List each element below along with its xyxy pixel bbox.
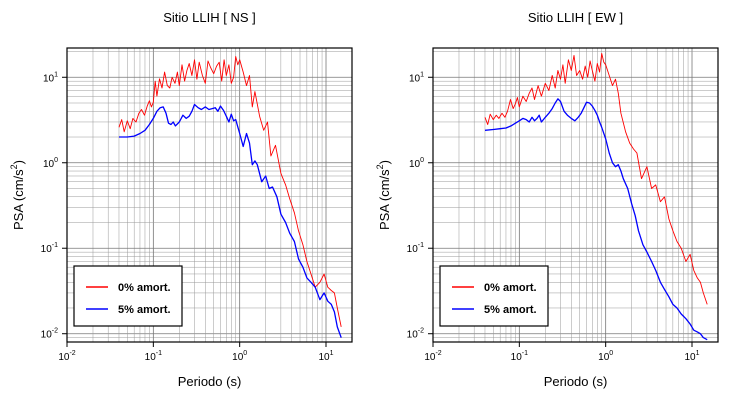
legend-box xyxy=(439,265,549,327)
y-tick-exponent: -1 xyxy=(52,242,58,249)
x-tick-label: 10-1 xyxy=(511,350,528,363)
legend-label: 0% amort. xyxy=(118,282,171,294)
y-label-close: ) xyxy=(377,160,392,164)
y-tick-base: 10 xyxy=(41,330,53,341)
y-label-text: PSA (cm/s xyxy=(11,169,26,230)
x-tick-exponent: 1 xyxy=(696,350,700,357)
legend-label: 0% amort. xyxy=(484,282,537,294)
y-tick-label: 10-1 xyxy=(41,242,58,255)
x-tick-exponent: 1 xyxy=(330,350,334,357)
x-tick-label: 10-2 xyxy=(58,350,75,363)
y-tick-base: 10 xyxy=(409,159,421,170)
y-tick-exponent: 0 xyxy=(54,157,58,164)
x-tick-label: 101 xyxy=(684,350,699,363)
x-tick-base: 10 xyxy=(684,352,696,363)
plot-frame xyxy=(432,47,719,343)
x-tick-exponent: 0 xyxy=(243,350,247,357)
x-tick-exponent: 0 xyxy=(609,350,613,357)
x-tick-exponent: -1 xyxy=(522,350,528,357)
chart-title: Sitio LLIH [ EW ] xyxy=(528,10,623,25)
x-tick-base: 10 xyxy=(598,352,610,363)
legend-label: 5% amort. xyxy=(118,304,171,316)
y-label-exponent: 2 xyxy=(9,164,19,169)
y-tick-exponent: 1 xyxy=(54,71,58,78)
series-line-damped xyxy=(119,103,342,338)
x-axis-label: Periodo (s) xyxy=(544,374,608,389)
series-line-damped xyxy=(484,98,708,341)
y-tick-base: 10 xyxy=(407,244,419,255)
x-tick-label: 10-2 xyxy=(424,350,441,363)
y-tick-label: 10-1 xyxy=(407,242,424,255)
y-tick-label: 10-2 xyxy=(407,328,424,341)
chart-panel-ew: Sitio LLIH [ EW ] 10-2 10-1 100 10110-210-1… xyxy=(375,10,719,389)
legend: 0% amort. 5% amort. xyxy=(439,265,549,327)
legend: 0% amort. 5% amort. xyxy=(73,265,183,327)
y-tick-label: 100 xyxy=(43,157,58,170)
y-tick-exponent: -2 xyxy=(52,328,58,335)
x-tick-label: 101 xyxy=(318,350,333,363)
x-tick-exponent: -1 xyxy=(156,350,162,357)
y-label-text: PSA (cm/s xyxy=(377,169,392,230)
x-tick-label: 100 xyxy=(232,350,247,363)
series-line-undamped xyxy=(118,56,342,327)
x-tick-base: 10 xyxy=(511,352,523,363)
y-axis-label: PSA (cm/s2) xyxy=(375,160,392,230)
x-tick-base: 10 xyxy=(424,352,436,363)
x-tick-exponent: -2 xyxy=(69,350,75,357)
x-tick-exponent: -2 xyxy=(435,350,441,357)
y-tick-base: 10 xyxy=(43,73,55,84)
x-tick-base: 10 xyxy=(232,352,244,363)
y-axis-label: PSA (cm/s2) xyxy=(9,160,26,230)
x-tick-base: 10 xyxy=(318,352,330,363)
y-tick-exponent: 0 xyxy=(420,157,424,164)
legend-label: 5% amort. xyxy=(484,304,537,316)
y-tick-base: 10 xyxy=(43,159,55,170)
x-tick-label: 100 xyxy=(598,350,613,363)
y-tick-exponent: -2 xyxy=(418,328,424,335)
x-tick-label: 10-1 xyxy=(145,350,162,363)
y-tick-exponent: -1 xyxy=(418,242,424,249)
y-tick-exponent: 1 xyxy=(420,71,424,78)
y-label-exponent: 2 xyxy=(375,164,385,169)
plot-frame xyxy=(66,47,353,343)
x-tick-base: 10 xyxy=(58,352,70,363)
y-label-close: ) xyxy=(11,160,26,164)
y-tick-base: 10 xyxy=(407,330,419,341)
y-tick-base: 10 xyxy=(409,73,421,84)
legend-box xyxy=(73,265,183,327)
x-axis-label: Periodo (s) xyxy=(178,374,242,389)
chart-panel-ns: Sitio LLIH [ NS ] 10-2 10-1 100 10110-210-1… xyxy=(9,10,353,389)
y-tick-label: 10-2 xyxy=(41,328,58,341)
y-tick-base: 10 xyxy=(41,244,53,255)
y-tick-label: 100 xyxy=(409,157,424,170)
series-line-undamped xyxy=(484,52,708,305)
x-tick-base: 10 xyxy=(145,352,157,363)
chart-title: Sitio LLIH [ NS ] xyxy=(163,10,255,25)
y-tick-label: 101 xyxy=(409,71,424,84)
y-tick-label: 101 xyxy=(43,71,58,84)
